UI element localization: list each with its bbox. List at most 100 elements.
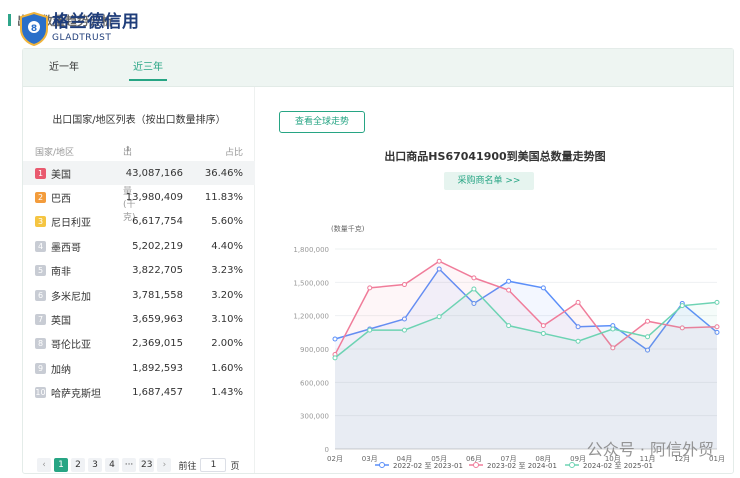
country-row[interactable]: 5 南非 3,822,705 3.23% [23, 259, 255, 283]
view-global-trend-button[interactable]: 查看全球走势 [279, 111, 365, 133]
data-point[interactable] [575, 338, 581, 344]
rank-badge: 2 [35, 192, 46, 204]
analysis-card: 近一年 近三年 出口国家/地区列表（按出口数量排序） 国家/地区 出口数量(千克… [22, 48, 734, 474]
data-point[interactable] [714, 329, 720, 335]
data-point[interactable] [575, 324, 581, 330]
series-line [334, 267, 718, 352]
data-point[interactable] [401, 282, 407, 288]
data-point[interactable] [610, 326, 616, 332]
rank-badge: 9 [35, 362, 46, 374]
data-point[interactable] [540, 330, 546, 336]
next-page-button[interactable]: › [157, 458, 172, 472]
data-point[interactable] [401, 316, 407, 322]
prev-page-button[interactable]: ‹ [37, 458, 51, 472]
country-name: 尼日利亚 [51, 218, 91, 230]
section-accent-bar [8, 14, 11, 26]
country-name: 哈萨克斯坦 [51, 389, 101, 401]
data-point[interactable] [401, 327, 407, 333]
country-name: 加纳 [51, 364, 71, 376]
data-point[interactable] [714, 299, 720, 305]
data-point[interactable] [332, 336, 338, 342]
page-unit-label: 页 [230, 461, 240, 472]
y-tick-label: 0 [325, 446, 329, 454]
export-pct: 3.10% [211, 314, 243, 326]
country-row[interactable]: 6 多米尼加 3,781,558 3.20% [23, 283, 255, 307]
country-row[interactable]: 4 墨西哥 5,202,219 4.40% [23, 234, 255, 258]
logo-en-text: GLADTRUST [52, 33, 112, 43]
export-pct: 2.00% [211, 338, 243, 350]
page-4-button[interactable]: 4 [105, 458, 119, 472]
y-tick-label: 900,000 [300, 346, 329, 354]
data-point[interactable] [367, 327, 373, 333]
rank-badge: 8 [35, 338, 46, 350]
data-point[interactable] [332, 355, 338, 361]
rank-badge: 10 [35, 387, 46, 399]
data-point[interactable] [575, 299, 581, 305]
data-point[interactable] [506, 323, 512, 329]
country-name: 墨西哥 [51, 242, 81, 254]
legend-marker [473, 462, 479, 468]
data-point[interactable] [540, 323, 546, 329]
data-point[interactable] [540, 285, 546, 291]
legend-label[interactable]: 2022-02 至 2023-01 [393, 462, 463, 470]
data-point[interactable] [610, 345, 616, 351]
data-point[interactable] [471, 275, 477, 281]
country-row[interactable]: 7 英国 3,659,963 3.10% [23, 307, 255, 331]
more-pages-button[interactable]: ··· [122, 458, 136, 472]
data-point[interactable] [506, 287, 512, 293]
country-name: 巴西 [51, 194, 71, 206]
export-qty: 3,781,558 [132, 289, 183, 301]
country-row[interactable]: 8 哥伦比亚 2,369,015 2.00% [23, 332, 255, 356]
data-point[interactable] [471, 300, 477, 306]
x-tick-label: 04月 [396, 455, 412, 463]
data-point[interactable] [645, 318, 651, 324]
country-row[interactable]: 9 加纳 1,892,593 1.60% [23, 356, 255, 380]
page-last-button[interactable]: 23 [139, 458, 155, 472]
tab-three-years[interactable]: 近三年 [121, 49, 175, 87]
export-qty: 3,822,705 [132, 265, 183, 277]
x-tick-label: 11月 [640, 455, 656, 463]
country-row[interactable]: 10 哈萨克斯坦 1,687,457 1.43% [23, 381, 255, 405]
country-row[interactable]: 3 尼日利亚 6,617,754 5.60% [23, 210, 255, 234]
country-row[interactable]: 2 巴西 13,980,409 11.83% [23, 185, 255, 209]
data-point[interactable] [506, 278, 512, 284]
country-name: 南非 [51, 267, 71, 279]
watermark-text: 公众号 · 阿信外贸 [586, 440, 714, 459]
legend-label[interactable]: 2024-02 至 2025-01 [583, 462, 653, 470]
data-point[interactable] [436, 258, 442, 264]
tab-bar: 近一年 近三年 [23, 49, 733, 87]
x-tick-label: 10月 [605, 455, 621, 463]
country-name: 美国 [51, 169, 71, 181]
buyer-list-button[interactable]: 采购商名单 >> [444, 172, 534, 190]
data-point[interactable] [471, 286, 477, 292]
legend-label[interactable]: 2023-02 至 2024-01 [487, 462, 557, 470]
chart-title: 出口商品HS67041900到美国总数量走势图 [384, 150, 606, 163]
data-point[interactable] [436, 314, 442, 320]
watermark-logo: 8 格兰德信用 GLADTRUST [20, 12, 150, 52]
page-2-button[interactable]: 2 [71, 458, 85, 472]
x-tick-label: 03月 [362, 455, 378, 463]
export-qty: 2,369,015 [132, 338, 183, 350]
sort-icon[interactable]: ⬍ [125, 145, 131, 153]
data-point[interactable] [679, 303, 685, 309]
page-3-button[interactable]: 3 [88, 458, 102, 472]
trend-line-chart: (数量千克) 0 300,000 600,000 900,000 1,200,000 1,5… [293, 224, 725, 470]
x-tick-label: 02月 [327, 455, 343, 463]
x-tick-label: 08月 [535, 455, 551, 463]
data-point[interactable] [367, 285, 373, 291]
country-list-header: 国家/地区 出口数量(千克)⬍ 占比 [35, 145, 255, 223]
country-row[interactable]: 1 美国 43,087,166 36.46% [23, 161, 255, 186]
export-qty: 1,687,457 [132, 387, 183, 399]
data-point[interactable] [679, 325, 685, 331]
x-tick-label: 12月 [674, 455, 690, 463]
goto-page-input[interactable]: 1 [200, 458, 227, 472]
x-tick-label: 06月 [466, 455, 482, 463]
data-point[interactable] [714, 324, 720, 330]
y-tick-label: 1,200,000 [293, 313, 329, 321]
data-point[interactable] [645, 347, 651, 353]
data-point[interactable] [645, 334, 651, 340]
data-point[interactable] [436, 266, 442, 272]
export-pct: 11.83% [204, 192, 243, 204]
page-1-button[interactable]: 1 [54, 458, 68, 472]
tab-one-year[interactable]: 近一年 [49, 61, 79, 73]
